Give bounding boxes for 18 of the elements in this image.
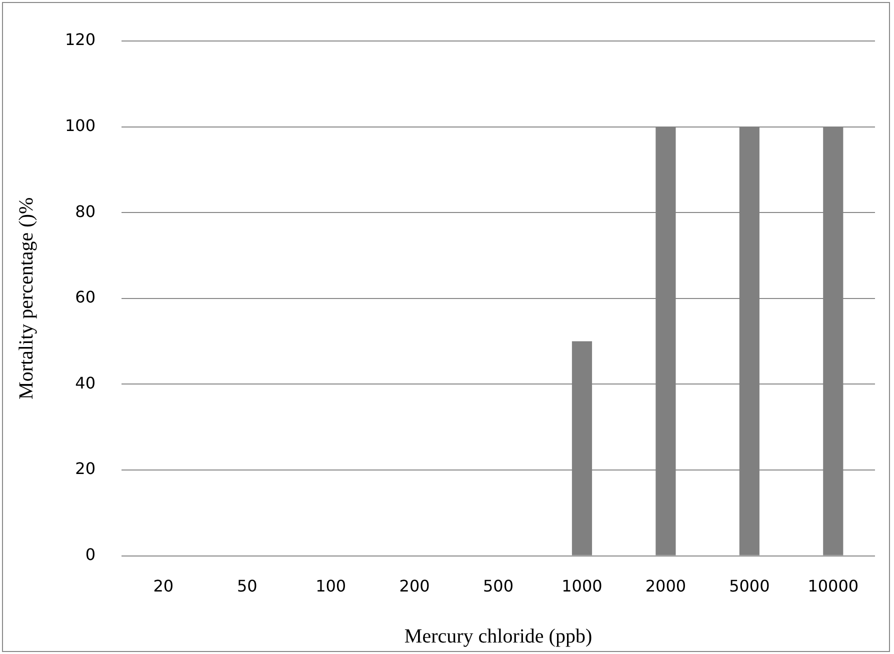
y-tick-label: 0 <box>85 544 96 564</box>
y-tick-label: 120 <box>64 30 96 50</box>
x-tick-label: 20 <box>153 576 174 596</box>
x-tick-label: 100 <box>316 576 346 596</box>
y-tick-label: 100 <box>64 116 96 135</box>
y-axis-title: Mortality percentage ()% <box>15 197 38 400</box>
y-tick-label: 20 <box>75 459 96 478</box>
y-tick-label: 40 <box>75 373 96 392</box>
x-tick-label: 2000 <box>645 576 686 596</box>
x-tick-label: 500 <box>482 576 514 596</box>
x-tick-label: 10000 <box>808 576 859 596</box>
y-tick-label: 80 <box>75 202 96 221</box>
x-tick-label: 5000 <box>729 576 770 596</box>
x-tick-label: 1000 <box>562 576 602 596</box>
x-axis-title: Mercury chloride (ppb) <box>404 625 592 648</box>
x-tick-label: 50 <box>236 576 258 596</box>
x-tick-label: 200 <box>399 576 430 596</box>
y-tick-label: 60 <box>75 288 96 307</box>
